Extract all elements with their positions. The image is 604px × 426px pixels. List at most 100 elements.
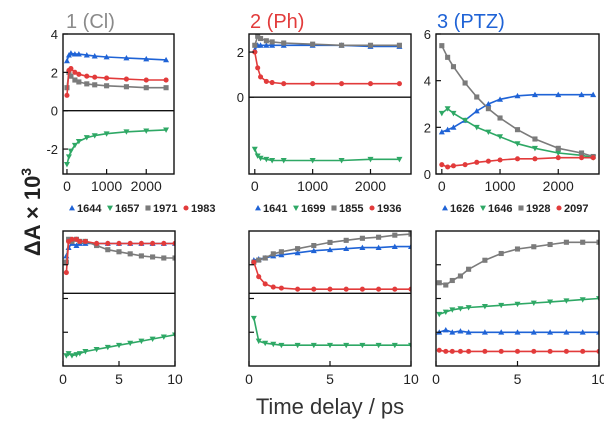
data-point-1699 [254,153,261,159]
data-point-1644 [67,50,74,56]
data-point-1971 [92,82,98,88]
data-point-1983 [64,92,70,98]
data-point-1936 [258,74,264,80]
data-point-1936 [392,286,398,292]
data-point-1644 [143,55,150,62]
data-point-2097 [445,164,451,170]
data-point-1699 [396,156,403,163]
data-point-1626 [563,329,570,335]
data-point-1971 [138,253,144,259]
x-tick-label: 2000 [131,178,162,194]
data-point-1657 [71,142,78,149]
x-tick-label: 0 [432,371,440,387]
data-point-1936 [367,81,374,87]
data-point-1626 [485,101,492,107]
x-tick-label: 0 [251,178,259,194]
data-point-1646 [450,110,457,117]
data-point-1646 [444,106,451,112]
data-point-1928 [443,282,449,288]
data-point-1626 [449,329,456,335]
data-point-1855 [262,255,268,261]
x-tick-label: 0 [438,178,446,194]
data-point-1971 [150,254,156,260]
data-point-2097 [497,157,503,163]
data-point-1626 [442,327,449,333]
data-point-1855 [269,39,275,45]
data-point-1657 [73,352,80,358]
data-point-1928 [497,115,503,121]
plot-area [63,50,170,168]
data-point-1641 [359,244,366,251]
fit-line-1626 [439,329,599,334]
data-point-1971 [105,247,111,253]
data-point-1936 [310,81,316,87]
y-axis-label: ΔA × 103 [18,168,45,256]
data-point-1928 [485,106,491,112]
fit-line-1657 [65,334,175,357]
data-point-1699 [310,342,317,349]
data-point-1641 [263,42,270,48]
data-point-1983 [161,240,167,247]
data-point-1855 [367,42,374,48]
data-point-2097 [547,348,553,354]
fit-line-1644 [66,52,167,62]
y-tick-label: 0 [424,167,431,182]
data-point-1646 [438,110,445,117]
legend-marker-1971 [145,205,151,211]
data-point-1644 [123,54,130,61]
data-point-1936 [396,81,402,87]
data-point-1983 [105,240,111,247]
data-point-1928 [445,54,451,60]
x-tick-label: 5 [115,371,123,387]
legend-marker-1646 [480,205,486,211]
data-point-1646 [579,297,586,303]
data-point-1699 [375,342,382,349]
y-tick-label: 4 [51,27,58,42]
data-point-1936 [359,286,365,292]
data-point-2097 [443,348,449,354]
data-point-1646 [436,311,443,318]
data-point-1657 [65,351,72,357]
fit-line-1657 [66,129,167,165]
legend-marker-1641 [255,205,261,211]
data-point-1936 [281,81,287,87]
data-point-2097 [457,348,464,354]
data-point-1855 [359,235,365,241]
data-point-1928 [578,150,585,156]
data-point-2097 [531,348,537,354]
fit-line-1936 [254,51,400,85]
data-point-1855 [392,232,398,238]
data-point-1626 [578,91,585,98]
panel-5: 0 5 10 [245,230,419,387]
x-tick-label: 0 [245,371,253,387]
data-point-1657 [82,349,89,355]
y-tick-label: 2 [237,45,244,60]
fit-line-1699 [253,318,411,346]
data-point-1928 [514,246,521,252]
data-point-1855 [270,251,276,257]
data-point-1936 [311,286,317,292]
data-point-1644 [71,51,78,57]
data-point-1626 [444,126,451,133]
y-tick-label: 2 [424,120,431,135]
data-point-1657 [93,346,100,353]
data-point-1646 [485,129,492,135]
data-point-1699 [250,315,257,322]
data-point-1657 [127,340,134,347]
fit-line-1936 [253,261,411,290]
y-tick-label: 2 [51,65,58,80]
data-point-1928 [580,239,586,245]
legend-marker-1983 [183,205,189,211]
data-point-1855 [311,242,317,249]
data-point-1657 [149,336,156,342]
data-point-1699 [391,342,398,349]
data-point-1641 [294,249,301,256]
data-point-1983 [84,73,90,79]
data-point-1936 [269,79,275,86]
data-point-1983 [138,240,144,247]
data-point-2097 [590,155,596,161]
data-point-1855 [256,257,262,263]
data-point-1928 [450,64,457,70]
data-point-1971 [161,255,167,261]
legend-marker-1855 [331,205,337,211]
